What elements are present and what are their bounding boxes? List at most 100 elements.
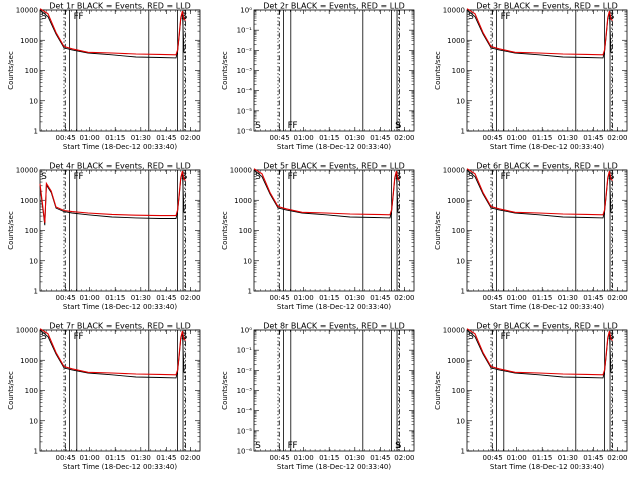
x-axis-label: Start Time (18-Dec-12 00:33:40) [490,463,604,471]
x-tick-label: 01:45 [370,134,390,142]
flag-label: F [288,121,293,131]
panel-2: 10⁰ 10⁻¹ 10⁻² 10⁻³ 10⁻⁴ 10⁻⁵ 10⁻⁶ 00:45 01:00 01:… [221,2,414,152]
flag-label: F [505,332,510,342]
x-tick-label: 01:15 [532,454,552,462]
y-tick-label: 10⁻² [237,47,253,55]
y-tick-label: 10000 [230,167,252,175]
y-tick-label: 1000 [234,197,252,205]
x-tick-label: 01:00 [507,454,527,462]
y-tick-label: 1000 [447,197,465,205]
x-tick-label: 01:45 [156,134,176,142]
x-tick-label: 02:00 [180,134,200,142]
x-tick-label: 01:30 [345,454,365,462]
flag-label: S [468,172,474,182]
panel-title: Det 5r BLACK = Events, RED = LLD [263,162,405,171]
y-tick-label: 1 [461,288,465,296]
x-tick-label: 01:00 [80,454,100,462]
y-tick-label: 1 [34,288,38,296]
y-tick-label: 100 [452,387,465,395]
x-tick-label: 01:30 [345,134,365,142]
y-tick-label: 10000 [443,167,465,175]
y-tick-label: 1000 [20,37,38,45]
x-tick-label: 01:15 [319,294,339,302]
x-tick-label: 01:00 [294,294,314,302]
y-tick-label: 100 [25,227,38,235]
y-tick-label: 10 [456,417,465,425]
y-tick-label: 1 [461,448,465,456]
panel-title: Det 3r BLACK = Events, RED = LLD [476,2,618,11]
x-tick-label: 01:00 [294,134,314,142]
flag-label: F [74,332,79,342]
series-line-events [39,329,186,379]
flag-label: F [78,332,83,342]
x-tick-label: 01:45 [156,454,176,462]
y-axis-label: Counts/sec [7,211,15,250]
y-tick-label: 1000 [447,357,465,365]
x-tick-label: 02:00 [607,294,627,302]
panel-6: 1 10 100 1000 10000 00:45 01:00 01:15 01:30 01:45… [434,162,627,312]
series-line-lld [466,168,613,216]
x-tick-label: 01:15 [105,454,125,462]
x-tick-label: 00:45 [56,294,76,302]
flag-label: F [292,172,297,182]
y-tick-label: 10 [29,417,38,425]
y-tick-label: 10 [29,97,38,105]
flag-label: S [396,441,402,451]
y-tick-label: 10⁻¹ [237,27,253,35]
y-tick-label: 1 [34,128,38,136]
flag-label: S [182,172,188,182]
y-tick-label: 10⁰ [240,7,252,15]
x-tick-label: 01:45 [583,134,603,142]
panel-9: 1 10 100 1000 10000 00:45 01:00 01:15 01:30 01:45… [434,322,627,472]
y-tick-label: 10⁻⁶ [237,128,253,136]
flag-label: F [501,332,506,342]
y-tick-label: 10 [456,97,465,105]
y-tick-label: 10000 [16,7,38,15]
panel-title: Det 9r BLACK = Events, RED = LLD [476,322,618,331]
flag-label: F [505,172,510,182]
flag-label: F [292,121,297,131]
y-tick-label: 10⁻³ [237,387,253,395]
y-axis-label: Counts/sec [7,371,15,410]
x-axis-label: Start Time (18-Dec-12 00:33:40) [490,143,604,151]
panel-title: Det 8r BLACK = Events, RED = LLD [263,322,405,331]
panel-8: 10⁰ 10⁻¹ 10⁻² 10⁻³ 10⁻⁴ 10⁻⁵ 10⁻⁶ 00:45 01:00 01:… [221,322,414,472]
x-tick-label: 01:45 [370,294,390,302]
flag-label: S [395,441,401,451]
flag-label: S [609,172,615,182]
x-axis-label: Start Time (18-Dec-12 00:33:40) [277,143,391,151]
panel-title: Det 2r BLACK = Events, RED = LLD [263,2,405,11]
x-tick-label: 01:45 [370,454,390,462]
x-tick-label: 01:30 [558,294,578,302]
y-axis-label: Counts/sec [221,371,229,410]
x-tick-label: 02:00 [394,294,414,302]
x-tick-label: 01:15 [105,294,125,302]
panel-4: 1 10 100 1000 10000 00:45 01:00 01:15 01:30 01:45… [7,162,200,312]
y-tick-label: 10⁰ [240,327,252,335]
x-tick-label: 00:45 [56,134,76,142]
series-line-events [466,169,613,219]
x-axis-label: Start Time (18-Dec-12 00:33:40) [277,463,391,471]
flag-label: F [505,12,510,22]
y-axis-label: Counts/sec [221,51,229,90]
flag-label: S [255,441,261,451]
y-tick-label: 1000 [447,37,465,45]
x-axis-label: Start Time (18-Dec-12 00:33:40) [63,303,177,311]
panel-title: Det 7r BLACK = Events, RED = LLD [49,322,191,331]
x-tick-label: 01:00 [80,294,100,302]
flag-label: S [41,332,47,342]
x-tick-label: 00:45 [56,454,76,462]
y-tick-label: 10 [243,257,252,265]
series-line-lld [466,328,613,376]
flag-label: S [468,332,474,342]
x-tick-label: 01:30 [345,294,365,302]
y-tick-label: 10⁻² [237,367,253,375]
y-tick-label: 10⁻⁵ [237,107,253,115]
x-tick-label: 01:45 [583,454,603,462]
panel-5: 1 10 100 1000 10000 00:45 01:00 01:15 01:30 01:45… [221,162,414,312]
y-axis-label: Counts/sec [7,51,15,90]
flag-label: S [609,332,615,342]
x-tick-label: 00:45 [483,294,503,302]
flag-label: F [74,172,79,182]
